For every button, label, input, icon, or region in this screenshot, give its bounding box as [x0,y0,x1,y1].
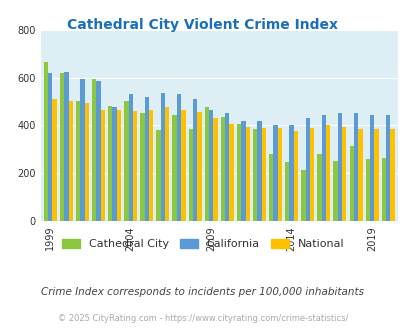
Bar [325,125,330,221]
Bar [156,130,160,221]
Bar [229,124,233,221]
Bar [188,129,192,221]
Legend: Cathedral City, California, National: Cathedral City, California, National [58,234,347,253]
Bar [390,129,394,221]
Bar [349,146,353,221]
Bar [132,111,137,221]
Bar [213,118,217,221]
Bar [112,108,117,221]
Bar [284,162,289,221]
Bar [52,99,57,221]
Bar [220,117,224,221]
Bar [289,125,293,221]
Bar [60,73,64,221]
Bar [68,102,72,221]
Bar [301,170,305,221]
Bar [257,121,261,221]
Text: Crime Index corresponds to incidents per 100,000 inhabitants: Crime Index corresponds to incidents per… [41,287,364,297]
Bar [165,108,169,221]
Bar [209,110,213,221]
Bar [333,161,337,221]
Bar [149,110,153,221]
Bar [96,81,100,221]
Bar [108,106,112,221]
Bar [321,115,325,221]
Bar [204,108,209,221]
Bar [369,115,373,221]
Bar [140,114,144,221]
Bar [76,102,80,221]
Bar [373,129,378,221]
Bar [144,97,149,221]
Bar [197,112,201,221]
Bar [365,159,369,221]
Bar [80,79,84,221]
Bar [241,121,245,221]
Bar [317,154,321,221]
Bar [273,125,277,221]
Bar [245,127,249,221]
Bar [192,99,197,221]
Bar [269,154,273,221]
Bar [160,93,165,221]
Bar [177,94,181,221]
Bar [48,73,52,221]
Text: © 2025 CityRating.com - https://www.cityrating.com/crime-statistics/: © 2025 CityRating.com - https://www.city… [58,314,347,323]
Bar [172,115,177,221]
Bar [84,103,89,221]
Bar [309,128,313,221]
Bar [92,79,96,221]
Bar [224,114,229,221]
Bar [236,124,241,221]
Bar [124,102,128,221]
Bar [181,110,185,221]
Bar [385,115,390,221]
Bar [252,129,257,221]
Bar [341,127,345,221]
Bar [100,110,105,221]
Bar [357,129,362,221]
Bar [337,114,341,221]
Text: Cathedral City Violent Crime Index: Cathedral City Violent Crime Index [67,18,338,32]
Bar [64,72,68,221]
Bar [381,158,385,221]
Bar [277,128,281,221]
Bar [117,110,121,221]
Bar [353,114,357,221]
Bar [261,128,265,221]
Bar [293,131,297,221]
Bar [44,62,48,221]
Bar [128,94,132,221]
Bar [305,118,309,221]
